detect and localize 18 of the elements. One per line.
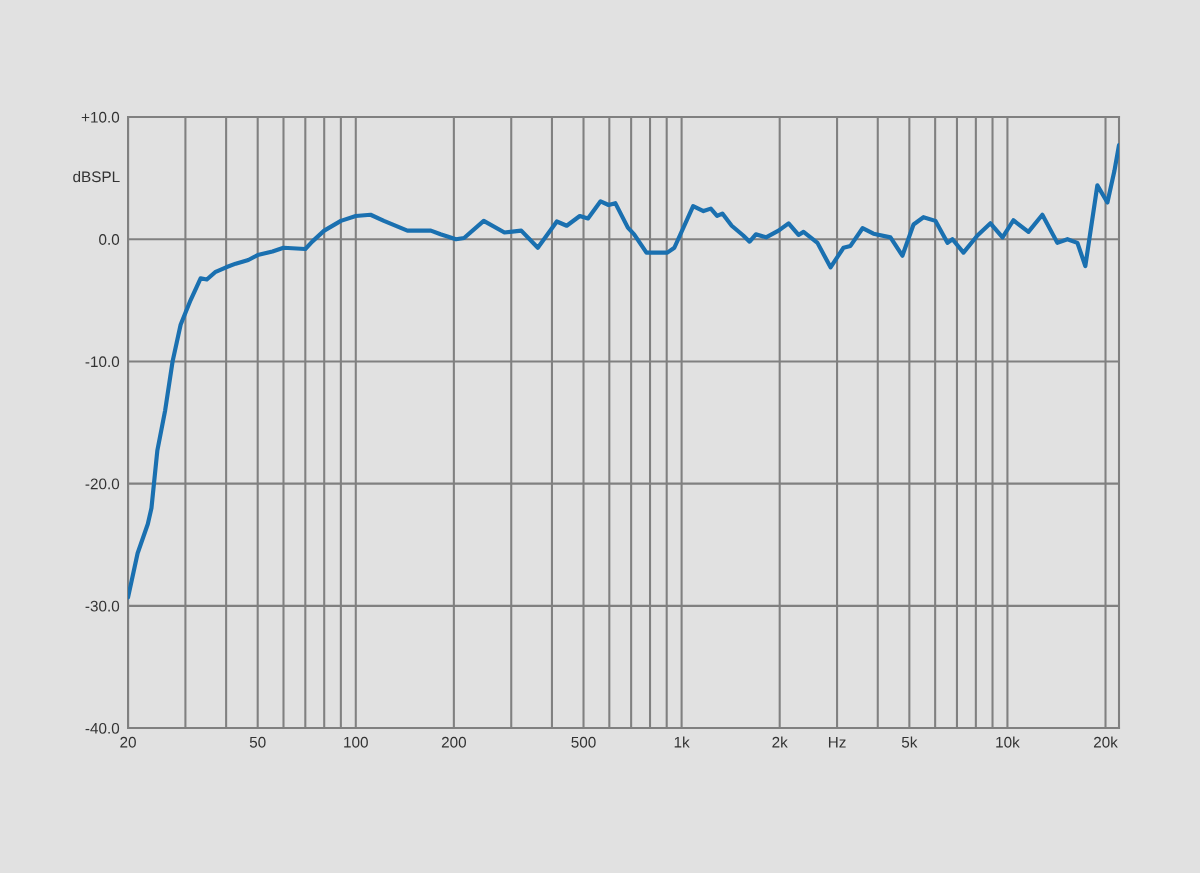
x-tick-label: 500 [571, 736, 596, 748]
y-tick-label: -40.0 [85, 722, 120, 734]
x-tick-label: 5k [901, 736, 918, 748]
x-tick-label: Hz [828, 736, 846, 748]
x-tick-label: 20k [1093, 736, 1118, 748]
y-tick-label: -10.0 [85, 356, 120, 368]
x-tick-label: 1k [674, 736, 690, 748]
x-tick-label: 200 [441, 736, 467, 748]
y-tick-label: 0.0 [99, 234, 120, 245]
x-tick-label: 50 [249, 736, 266, 748]
x-tick-label: 10k [996, 736, 1020, 748]
y-tick-label: +10.0 [81, 111, 120, 123]
y-tick-label: -30.0 [85, 600, 120, 612]
x-tick-label: 100 [344, 736, 368, 748]
y-tick-label: -20.0 [85, 478, 120, 490]
x-tick-label: 20 [120, 736, 136, 748]
x-tick-label: 2k [772, 736, 788, 748]
y-axis-title: dBSPL [73, 170, 120, 183]
